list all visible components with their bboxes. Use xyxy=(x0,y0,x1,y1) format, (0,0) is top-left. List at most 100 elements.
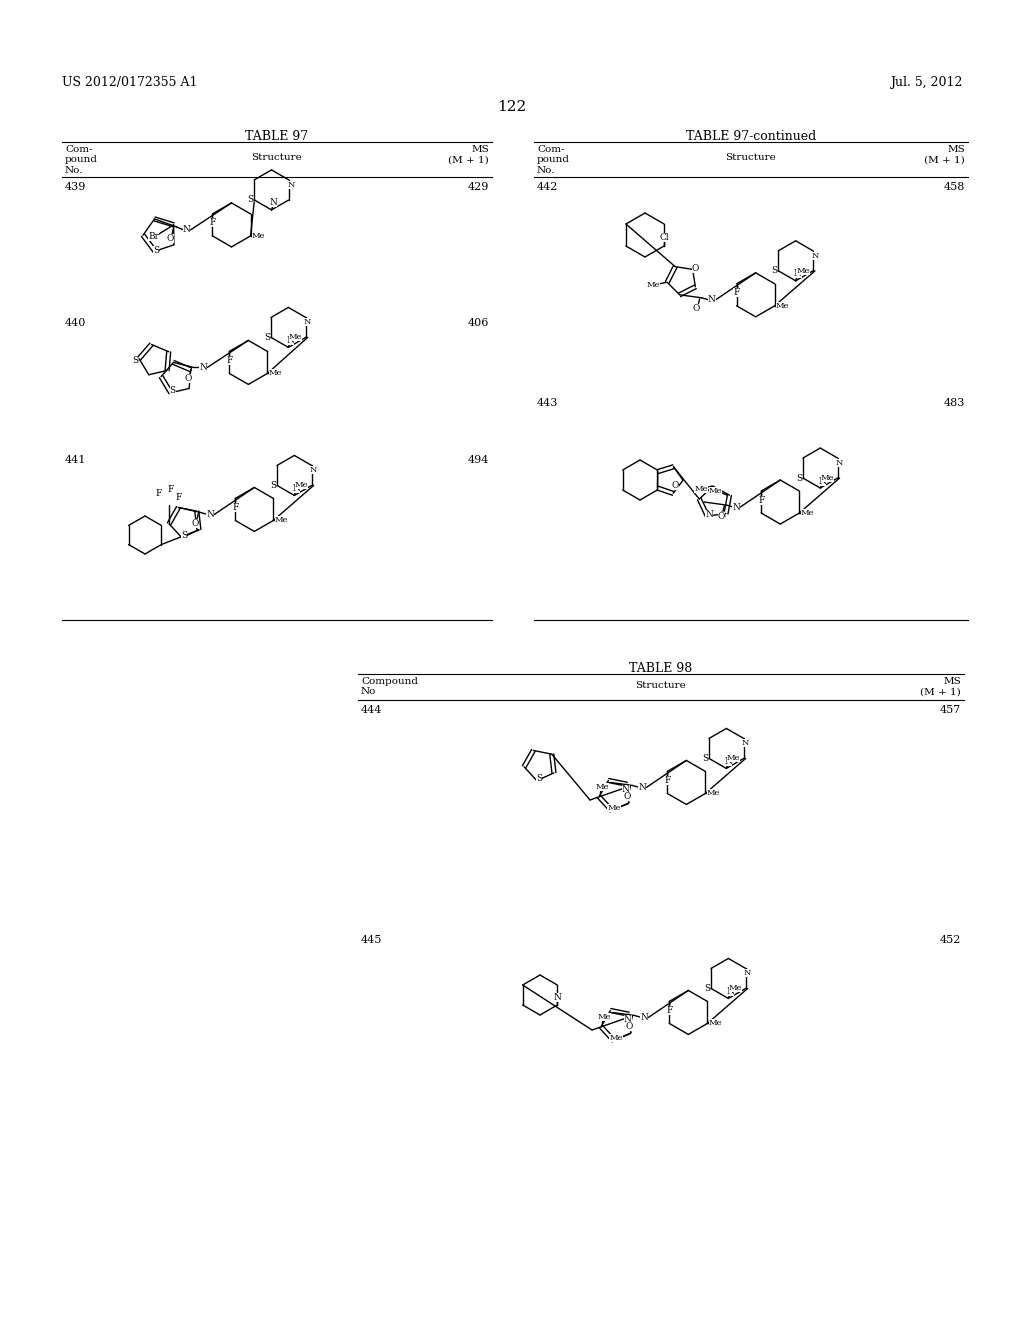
Text: 494: 494 xyxy=(468,455,489,465)
Text: Me: Me xyxy=(797,267,810,275)
Text: Me: Me xyxy=(646,281,659,289)
Text: Me: Me xyxy=(709,487,722,495)
Text: S: S xyxy=(702,754,709,763)
Text: N: N xyxy=(638,783,646,792)
Text: Com-
pound
No.: Com- pound No. xyxy=(65,145,98,174)
Text: Me: Me xyxy=(607,804,621,812)
Text: Me: Me xyxy=(707,789,720,797)
Text: N: N xyxy=(293,484,300,492)
Text: 442: 442 xyxy=(537,182,558,191)
Text: N: N xyxy=(207,510,214,519)
Text: N: N xyxy=(304,318,311,326)
Text: Me: Me xyxy=(709,1019,722,1027)
Text: N: N xyxy=(724,756,732,766)
Text: 483: 483 xyxy=(944,399,965,408)
Text: N: N xyxy=(708,296,716,305)
Text: Me: Me xyxy=(609,1034,623,1041)
Text: 429: 429 xyxy=(468,182,489,191)
Text: O: O xyxy=(718,512,725,520)
Text: N: N xyxy=(287,181,295,189)
Text: O: O xyxy=(191,519,199,528)
Text: F: F xyxy=(232,503,239,512)
Text: 457: 457 xyxy=(940,705,961,715)
Text: N: N xyxy=(553,993,561,1002)
Text: MS
(M + 1): MS (M + 1) xyxy=(921,677,961,697)
Text: O: O xyxy=(624,792,631,801)
Text: N: N xyxy=(726,987,734,997)
Text: F: F xyxy=(733,288,739,297)
Text: Structure: Structure xyxy=(636,681,686,690)
Text: 452: 452 xyxy=(940,935,961,945)
Text: N: N xyxy=(624,1015,632,1024)
Text: N: N xyxy=(182,226,190,235)
Text: Jul. 5, 2012: Jul. 5, 2012 xyxy=(890,77,962,88)
Text: F: F xyxy=(667,1006,673,1015)
Text: O: O xyxy=(672,480,679,490)
Text: 441: 441 xyxy=(65,455,86,465)
Text: N: N xyxy=(818,477,826,486)
Text: 406: 406 xyxy=(468,318,489,327)
Text: Me: Me xyxy=(289,334,302,342)
Text: S: S xyxy=(247,195,253,205)
Text: N: N xyxy=(794,269,802,279)
Text: Me: Me xyxy=(694,486,708,494)
Text: 439: 439 xyxy=(65,182,86,191)
Text: Me: Me xyxy=(801,510,814,517)
Text: S: S xyxy=(264,333,270,342)
Text: Br: Br xyxy=(148,232,159,242)
Text: Structure: Structure xyxy=(252,153,302,162)
Text: S: S xyxy=(536,775,542,783)
Text: N: N xyxy=(310,466,317,474)
Text: S: S xyxy=(170,387,176,395)
Text: S: S xyxy=(703,983,710,993)
Text: N: N xyxy=(732,503,740,512)
Text: Me: Me xyxy=(595,783,609,791)
Text: MS
(M + 1): MS (M + 1) xyxy=(449,145,489,165)
Text: S: S xyxy=(181,531,187,540)
Text: N: N xyxy=(287,335,294,345)
Text: S: S xyxy=(270,480,276,490)
Text: F: F xyxy=(209,218,216,227)
Text: TABLE 97-continued: TABLE 97-continued xyxy=(686,129,816,143)
Text: Structure: Structure xyxy=(726,153,776,162)
Text: N: N xyxy=(640,1012,648,1022)
Text: Me: Me xyxy=(727,755,740,763)
Text: S: S xyxy=(719,511,725,520)
Text: Me: Me xyxy=(252,232,265,240)
Text: S: S xyxy=(771,267,777,276)
Text: O: O xyxy=(692,264,699,273)
Text: N: N xyxy=(744,969,752,977)
Text: N: N xyxy=(200,363,207,372)
Text: Me: Me xyxy=(776,302,790,310)
Text: N: N xyxy=(836,459,844,467)
Text: N: N xyxy=(706,510,714,519)
Text: S: S xyxy=(132,356,138,366)
Text: Me: Me xyxy=(268,370,283,378)
Text: 458: 458 xyxy=(944,182,965,191)
Text: O: O xyxy=(626,1022,633,1031)
Text: O: O xyxy=(693,305,700,313)
Text: Com-
pound
No.: Com- pound No. xyxy=(537,145,570,174)
Text: Me: Me xyxy=(295,482,308,490)
Text: Me: Me xyxy=(274,516,288,524)
Text: 443: 443 xyxy=(537,399,558,408)
Text: Cl: Cl xyxy=(659,232,669,242)
Text: Me: Me xyxy=(597,1012,611,1020)
Text: F: F xyxy=(665,776,671,785)
Text: TABLE 97: TABLE 97 xyxy=(246,129,308,143)
Text: Me: Me xyxy=(729,985,742,993)
Text: S: S xyxy=(796,474,802,483)
Text: 445: 445 xyxy=(361,935,382,945)
Text: N: N xyxy=(742,739,750,747)
Text: Me: Me xyxy=(821,474,835,482)
Text: MS
(M + 1): MS (M + 1) xyxy=(925,145,965,165)
Text: F: F xyxy=(156,490,162,499)
Text: Compound
No: Compound No xyxy=(361,677,418,697)
Text: TABLE 98: TABLE 98 xyxy=(630,663,692,675)
Text: F: F xyxy=(168,486,174,494)
Text: 440: 440 xyxy=(65,318,86,327)
Text: F: F xyxy=(226,356,232,364)
Text: O: O xyxy=(184,374,193,383)
Text: N: N xyxy=(269,198,278,207)
Text: O: O xyxy=(167,235,174,243)
